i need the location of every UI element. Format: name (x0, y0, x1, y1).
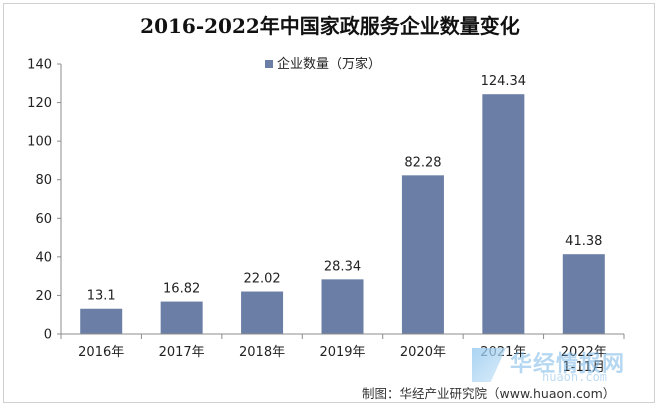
legend-swatch (265, 60, 273, 68)
y-tick-label: 100 (27, 135, 52, 150)
bar (562, 254, 605, 334)
legend: 企业数量（万家） (265, 56, 381, 72)
data-label: 13.1 (87, 289, 116, 304)
y-tick-label: 20 (35, 289, 52, 304)
bar (241, 291, 284, 334)
bar (482, 94, 525, 334)
x-tick-label: 2016年 (78, 345, 124, 360)
data-label: 22.02 (243, 272, 280, 287)
x-tick-label: 2022年 1-11月 (561, 345, 607, 375)
bar (160, 301, 203, 334)
bar (321, 279, 364, 334)
y-tick-label: 120 (27, 96, 52, 111)
x-axis: 2016年2017年2018年2019年2020年2021年2022年1-11月 (60, 333, 625, 375)
bars: 13.1 16.82 22.02 28.34 82.28 124.34 41.38 (80, 74, 605, 334)
source-note: 制图：华经产业研究院（www.huaon.com） (362, 386, 616, 401)
chart-frame (3, 3, 655, 403)
watermark-logo-icon (472, 348, 506, 382)
y-tick-label: 0 (44, 328, 52, 343)
y-tick-label: 80 (35, 173, 52, 188)
watermark-text: 华经情报网 (510, 352, 626, 377)
x-tick-label: 2017年 (159, 345, 205, 360)
legend-label: 企业数量（万家） (277, 56, 381, 72)
x-tick-label: 2018年 (239, 345, 285, 360)
y-axis: 0 20 40 60 80 100 120 140 (27, 58, 62, 343)
y-tick-label: 40 (35, 250, 52, 265)
data-label: 28.34 (324, 259, 361, 274)
bar (401, 175, 444, 334)
x-tick-label: 2020年 (400, 345, 446, 360)
data-label: 41.38 (565, 234, 602, 249)
y-tick-label: 60 (35, 212, 52, 227)
x-tick-label: 2019年 (319, 345, 365, 360)
data-label: 124.34 (481, 74, 527, 89)
chart-title: 2016-2022年中国家政服务企业数量变化 (140, 14, 520, 38)
data-label: 16.82 (163, 282, 200, 297)
y-tick-label: 140 (27, 58, 52, 73)
watermark-url: huaon.com (542, 370, 608, 384)
watermark: 华经情报网 huaon.com (472, 346, 650, 386)
bar (80, 308, 123, 334)
data-label: 82.28 (404, 155, 441, 170)
